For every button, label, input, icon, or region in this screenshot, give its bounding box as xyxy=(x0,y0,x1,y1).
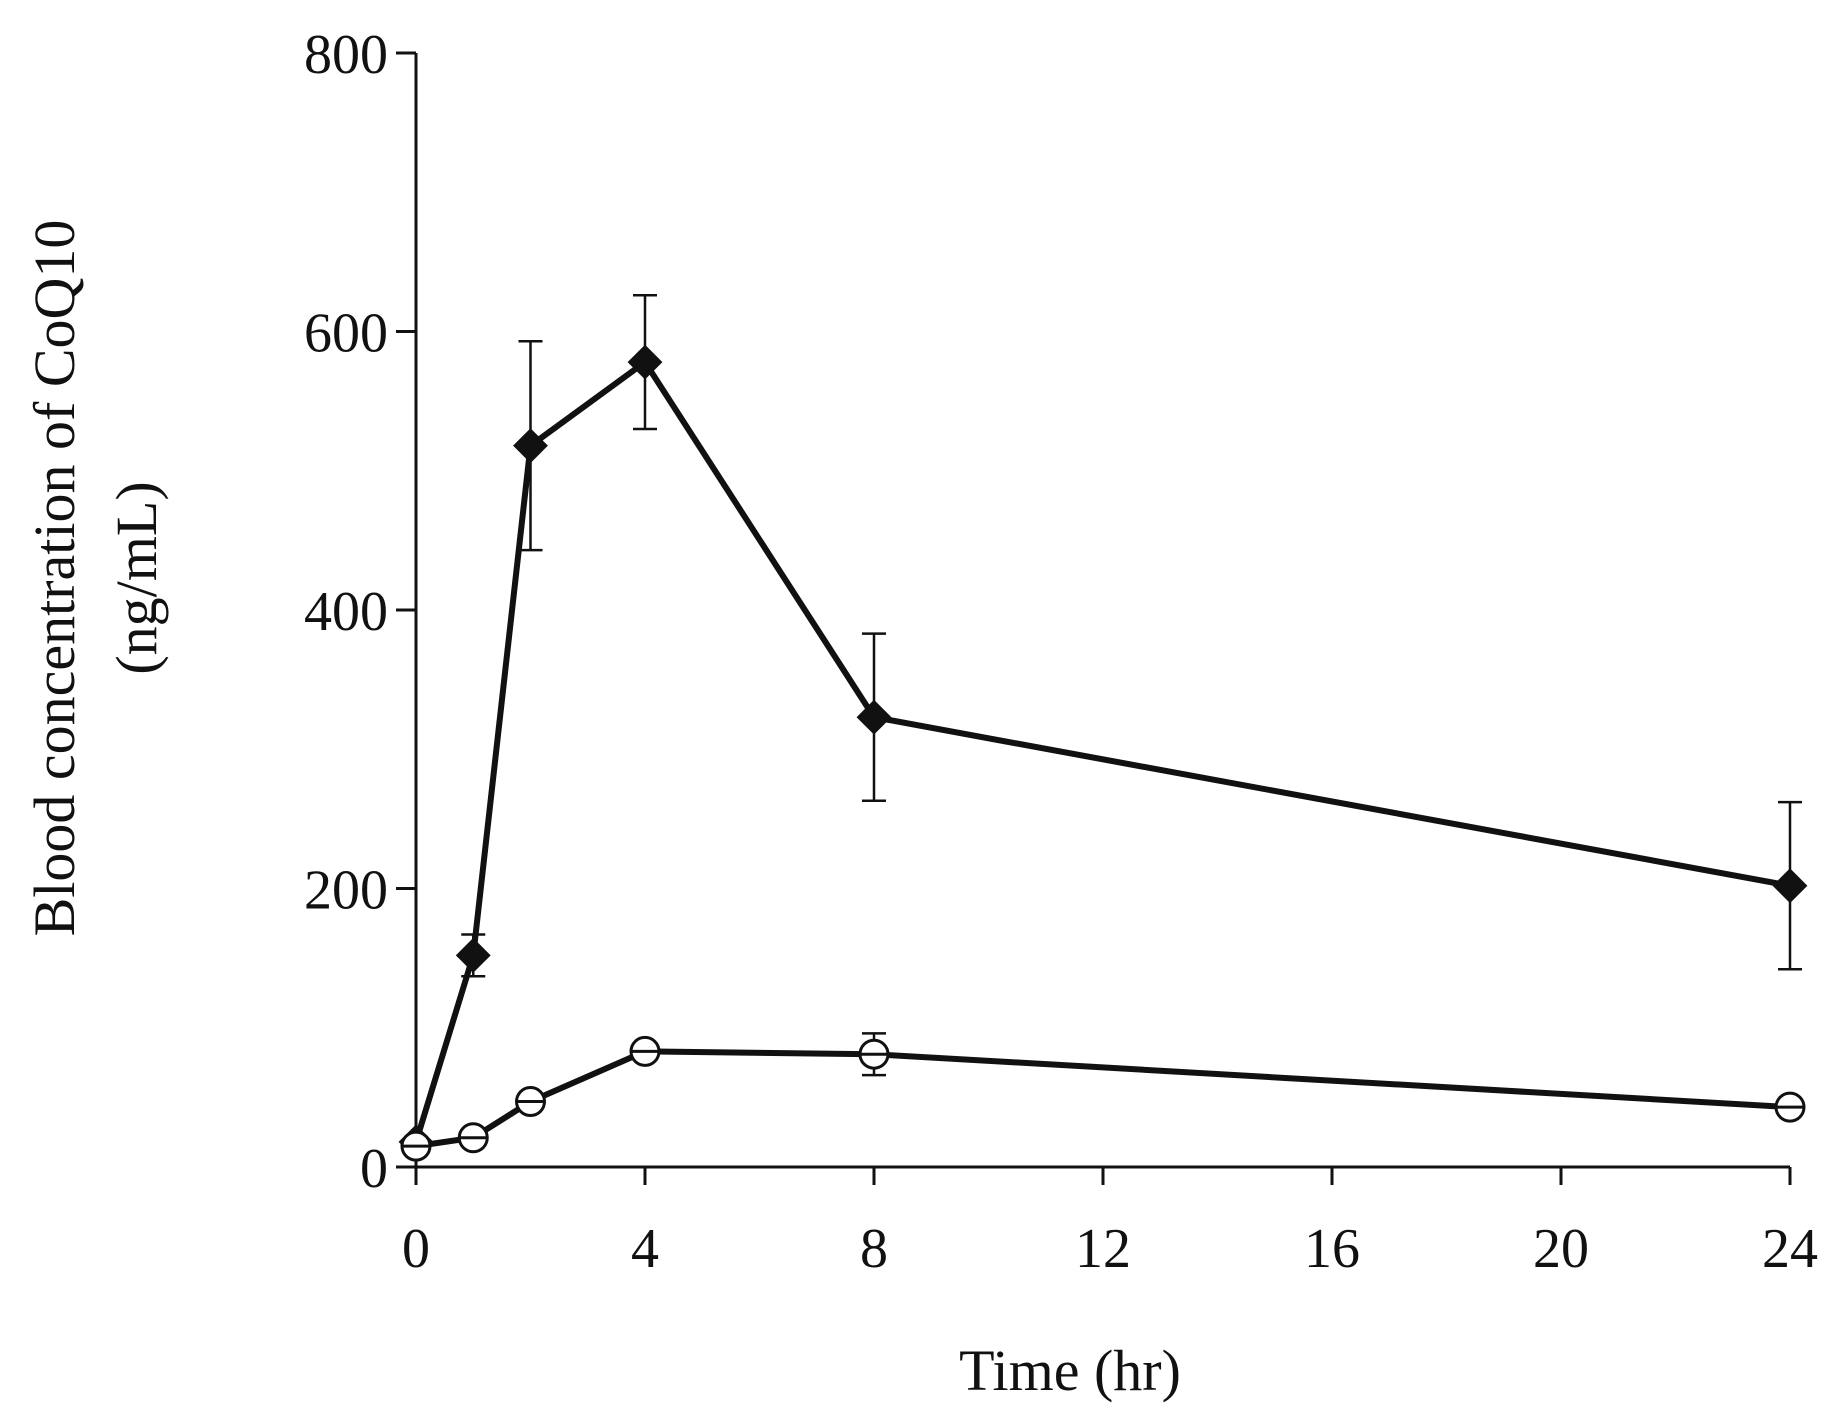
axes xyxy=(396,51,1792,1185)
data-point-diamond-4 xyxy=(856,699,892,735)
y-tick-label-600: 600 xyxy=(304,303,388,365)
x-tick-labels: 0 4 8 12 16 20 24 xyxy=(402,1218,1818,1280)
x-tick-label-8: 8 xyxy=(860,1218,888,1280)
x-tick-label-12: 12 xyxy=(1075,1218,1131,1280)
y-tick-label-800: 800 xyxy=(304,24,388,86)
y-tick-label-400: 400 xyxy=(304,581,388,643)
x-axis-title: Time (hr) xyxy=(959,1338,1181,1403)
x-tick-label-4: 4 xyxy=(631,1218,659,1280)
series-1 xyxy=(398,294,1808,1160)
x-tick-label-24: 24 xyxy=(1762,1218,1818,1280)
y-tick-labels: 0 200 400 600 800 xyxy=(304,24,388,1200)
x-tick-label-20: 20 xyxy=(1533,1218,1589,1280)
y-tick-label-0: 0 xyxy=(360,1138,388,1200)
x-tick-label-0: 0 xyxy=(402,1218,430,1280)
series-layer xyxy=(398,294,1808,1162)
y-axis-title-line-2: (ng/mL) xyxy=(104,481,169,674)
x-tick-label-16: 16 xyxy=(1304,1218,1360,1280)
data-point-diamond-2 xyxy=(513,428,548,464)
data-point-diamond-1 xyxy=(455,937,491,973)
y-tick-label-200: 200 xyxy=(304,860,388,922)
data-point-diamond-5 xyxy=(1772,868,1808,904)
data-point-diamond-3 xyxy=(627,344,663,380)
y-axis-title-line-1: Blood concentration of CoQ10 xyxy=(22,220,87,937)
series-1-line xyxy=(413,359,1791,1143)
series-2 xyxy=(400,1032,1806,1162)
